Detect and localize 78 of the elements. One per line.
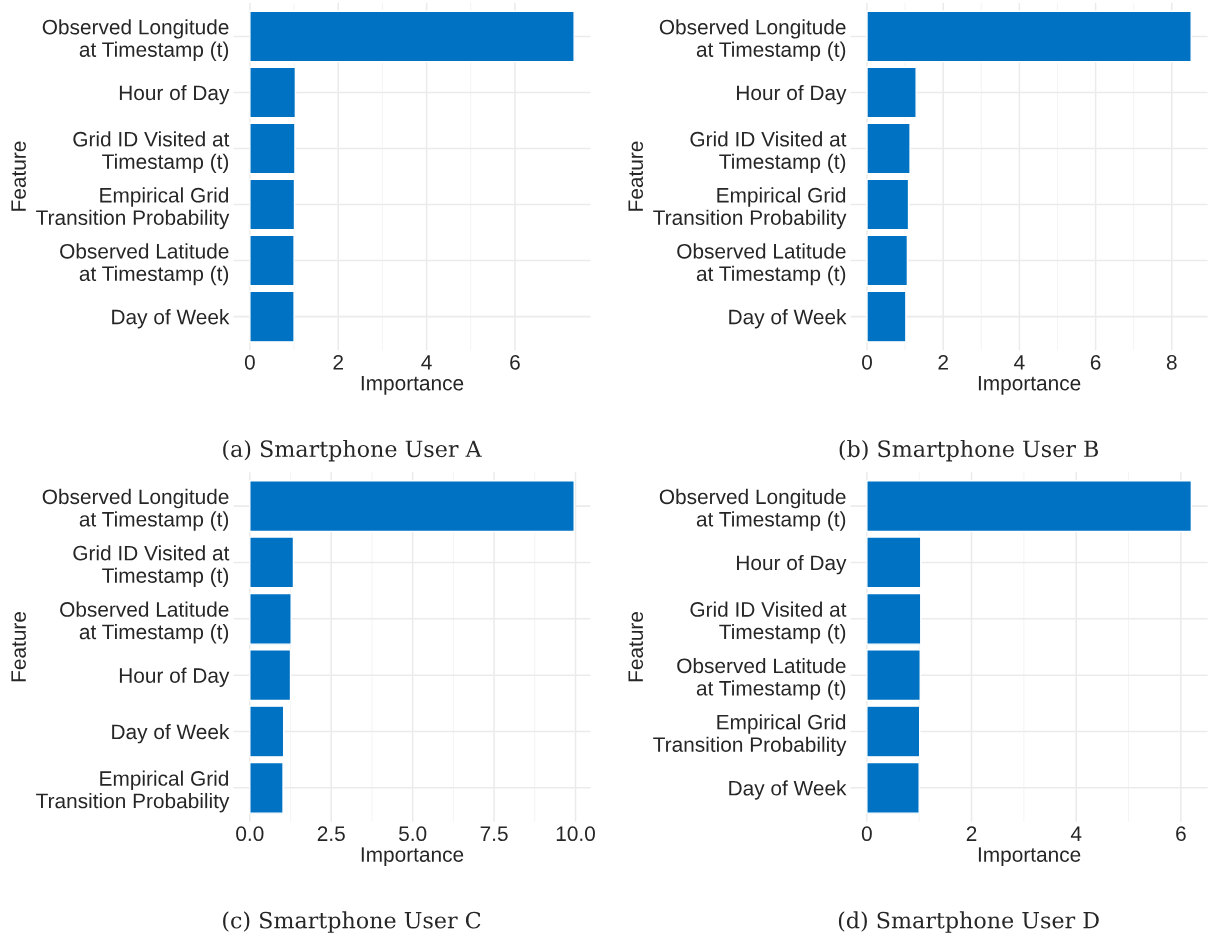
bar [249,234,295,287]
y-tick-label: Grid ID Visited at Timestamp (t) [73,131,230,174]
y-axis-title: Feature [11,611,26,682]
text: (b) Smartphone User B [839,439,1098,462]
bar [866,10,1192,63]
text: (d) Smartphone User D [838,911,1099,933]
x-tick-label: 0 [862,354,872,370]
x-tick-label: 6 [510,354,520,370]
y-tick-label: Hour of Day [119,667,230,688]
y-axis-title: Feature [628,611,644,682]
x-tick-label: 4 [421,355,432,370]
y-tick-label: Empirical Grid Transition Probability [653,714,847,757]
y-axis-title: Feature [11,141,26,211]
x-tick-label: 0 [244,354,255,370]
y-tick-label: Observed Longitude at Timestamp (t) [659,488,846,531]
x-tick-label: 2 [966,826,977,841]
y-tick-label: Grid ID Visited at Timestamp (t) [690,131,847,174]
x-tick-label: 4 [1070,826,1082,841]
text: (c) Smartphone User C [223,911,481,933]
bar [866,480,1193,533]
y-tick-label: Empirical Grid Transition Probability [36,187,230,230]
x-tick-label: 2 [333,354,343,370]
bar [249,705,285,758]
bar [866,761,920,814]
bar [249,761,284,814]
y-tick-label: Observed Latitude at Timestamp (t) [677,657,846,700]
x-tick-label: 2 [938,354,948,370]
y-tick-label: Observed Latitude at Timestamp (t) [60,243,229,286]
y-tick-label: Grid ID Visited at Timestamp (t) [690,601,847,644]
bar [866,536,922,589]
y-tick-label: Observed Longitude at Timestamp (t) [659,19,846,62]
x-tick-label: 10.0 [556,826,595,842]
y-tick-label: Day of Week [729,309,847,329]
bar [866,705,921,758]
x-tick-label: 0.0 [236,826,264,842]
bar [249,536,295,589]
bar [249,178,296,231]
x-tick-label: 7.5 [480,826,508,842]
bar [249,122,296,175]
x-tick-label: 0 [861,826,872,842]
y-tick-label: Observed Longitude at Timestamp (t) [42,488,229,531]
y-tick-label: Empirical Grid Transition Probability [36,770,230,813]
bar [866,234,909,287]
x-tick-label: 6 [1090,354,1101,370]
y-tick-label: Day of Week [112,723,230,744]
y-tick-label: Day of Week [729,780,847,800]
bar [249,480,575,533]
bar [866,122,911,175]
y-tick-label: Hour of Day [119,84,230,105]
y-tick-label: Empirical Grid Transition Probability [653,187,847,230]
y-tick-label: Grid ID Visited at Timestamp (t) [73,545,230,588]
bar [866,66,917,119]
x-axis-title: Importance [978,375,1081,395]
x-tick-label: 6 [1176,826,1186,842]
text: (a) Smartphone User A [223,439,482,462]
y-tick-label: Day of Week [112,309,230,329]
y-tick-label: Observed Longitude at Timestamp (t) [42,19,229,62]
x-tick-label: 8 [1166,354,1177,370]
bar [249,66,297,119]
y-tick-label: Hour of Day [737,554,847,575]
bar [866,592,922,645]
bar [249,649,292,702]
bar [866,290,907,343]
x-axis-title: Importance [361,847,464,867]
x-tick-label: 5.0 [399,826,427,842]
bar [249,290,295,343]
y-axis-title: Feature [628,141,644,211]
x-tick-label: 4 [1014,355,1025,370]
bar [866,649,921,702]
bar [249,10,575,63]
y-tick-label: Observed Latitude at Timestamp (t) [677,243,846,286]
x-tick-label: 2.5 [317,826,345,842]
y-tick-label: Observed Latitude at Timestamp (t) [60,601,229,644]
bar [249,592,292,645]
x-axis-title: Importance [361,375,464,395]
x-axis-title: Importance [978,847,1081,867]
y-tick-label: Hour of Day [737,84,847,105]
bar [866,178,910,231]
